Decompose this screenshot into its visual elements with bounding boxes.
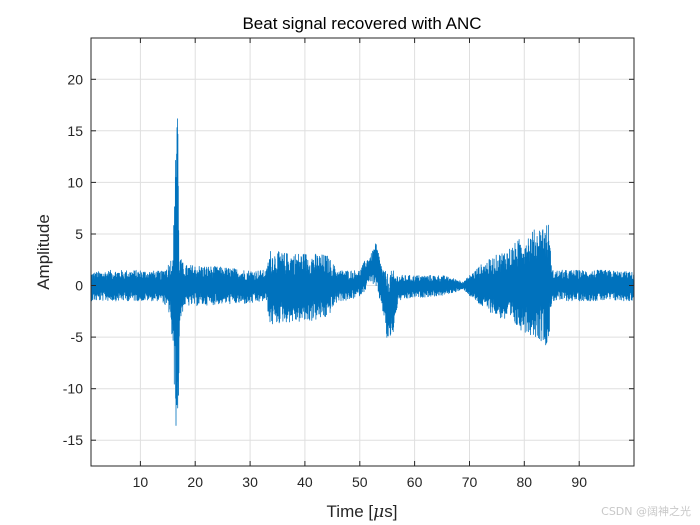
axes-box: [90, 37, 635, 467]
y-tick-labels: -15 -10 -5 0 5 10 15 20: [63, 71, 83, 448]
x-tick-label: 70: [462, 474, 478, 490]
x-axis-title-prefix: Time [: [327, 502, 374, 521]
grid-lines: [91, 38, 634, 466]
plot-area: [91, 38, 634, 466]
y-tick-label: 0: [75, 278, 83, 294]
x-tick-label: 60: [407, 474, 423, 490]
y-tick-label: -10: [63, 381, 83, 397]
y-tick-label: 5: [75, 226, 83, 242]
x-tick-label: 10: [133, 474, 149, 490]
x-tick-label: 50: [352, 474, 368, 490]
y-tick-label: 10: [67, 174, 83, 190]
signal-trace: [90, 118, 635, 426]
chart-title: Beat signal recovered with ANC: [242, 14, 481, 33]
watermark-text: CSDN @阔神之光: [601, 504, 691, 518]
y-tick-label: 15: [67, 123, 83, 139]
x-tick-label: 20: [187, 474, 203, 490]
x-tick-label: 80: [517, 474, 533, 490]
x-tick-labels: 10 20 30 40 50 60 70 80 90: [133, 474, 588, 490]
x-axis-title: Time [μs]: [327, 502, 398, 522]
x-axis-title-symbol: μ: [373, 502, 384, 522]
data-series: [90, 118, 635, 426]
x-axis-title-suffix: s]: [384, 502, 397, 521]
y-tick-label: -15: [63, 432, 83, 448]
y-axis-title: Amplitude: [34, 214, 53, 290]
y-tick-label: -5: [71, 329, 84, 345]
tick-marks: [91, 38, 634, 466]
x-tick-label: 40: [297, 474, 313, 490]
x-tick-label: 90: [571, 474, 587, 490]
y-tick-label: 20: [67, 71, 83, 87]
x-tick-label: 30: [242, 474, 258, 490]
